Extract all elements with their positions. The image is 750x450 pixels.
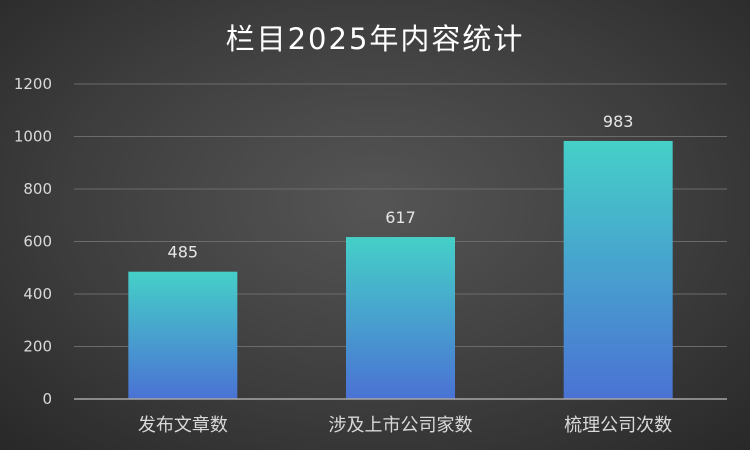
data-label-2: 617	[385, 208, 416, 227]
category-label-1: 发布文章数	[138, 415, 228, 436]
y-tick-label: 1200	[14, 75, 52, 93]
bar-2	[346, 237, 455, 399]
y-tick-label: 200	[23, 338, 52, 356]
y-tick-label: 600	[23, 233, 52, 251]
y-tick-label: 1000	[14, 128, 52, 146]
bar-1	[128, 271, 238, 399]
y-axis-tick-labels: 0 200 400 600 800 1000 1200	[14, 75, 52, 408]
x-axis-category-labels: 发布文章数 涉及上市公司家数 梳理公司次数	[138, 415, 672, 436]
category-label-3: 梳理公司次数	[564, 415, 672, 436]
data-label-1: 485	[168, 243, 199, 262]
y-tick-label: 0	[42, 390, 52, 408]
data-label-3: 983	[603, 112, 634, 131]
bar-3	[563, 140, 673, 399]
category-label-2: 涉及上市公司家数	[329, 415, 473, 436]
bars	[128, 140, 673, 399]
chart-title: 栏目2025年内容统计	[226, 22, 525, 56]
y-tick-label: 400	[23, 285, 52, 303]
data-labels: 485 617 983	[168, 112, 634, 262]
y-tick-label: 800	[23, 180, 52, 198]
